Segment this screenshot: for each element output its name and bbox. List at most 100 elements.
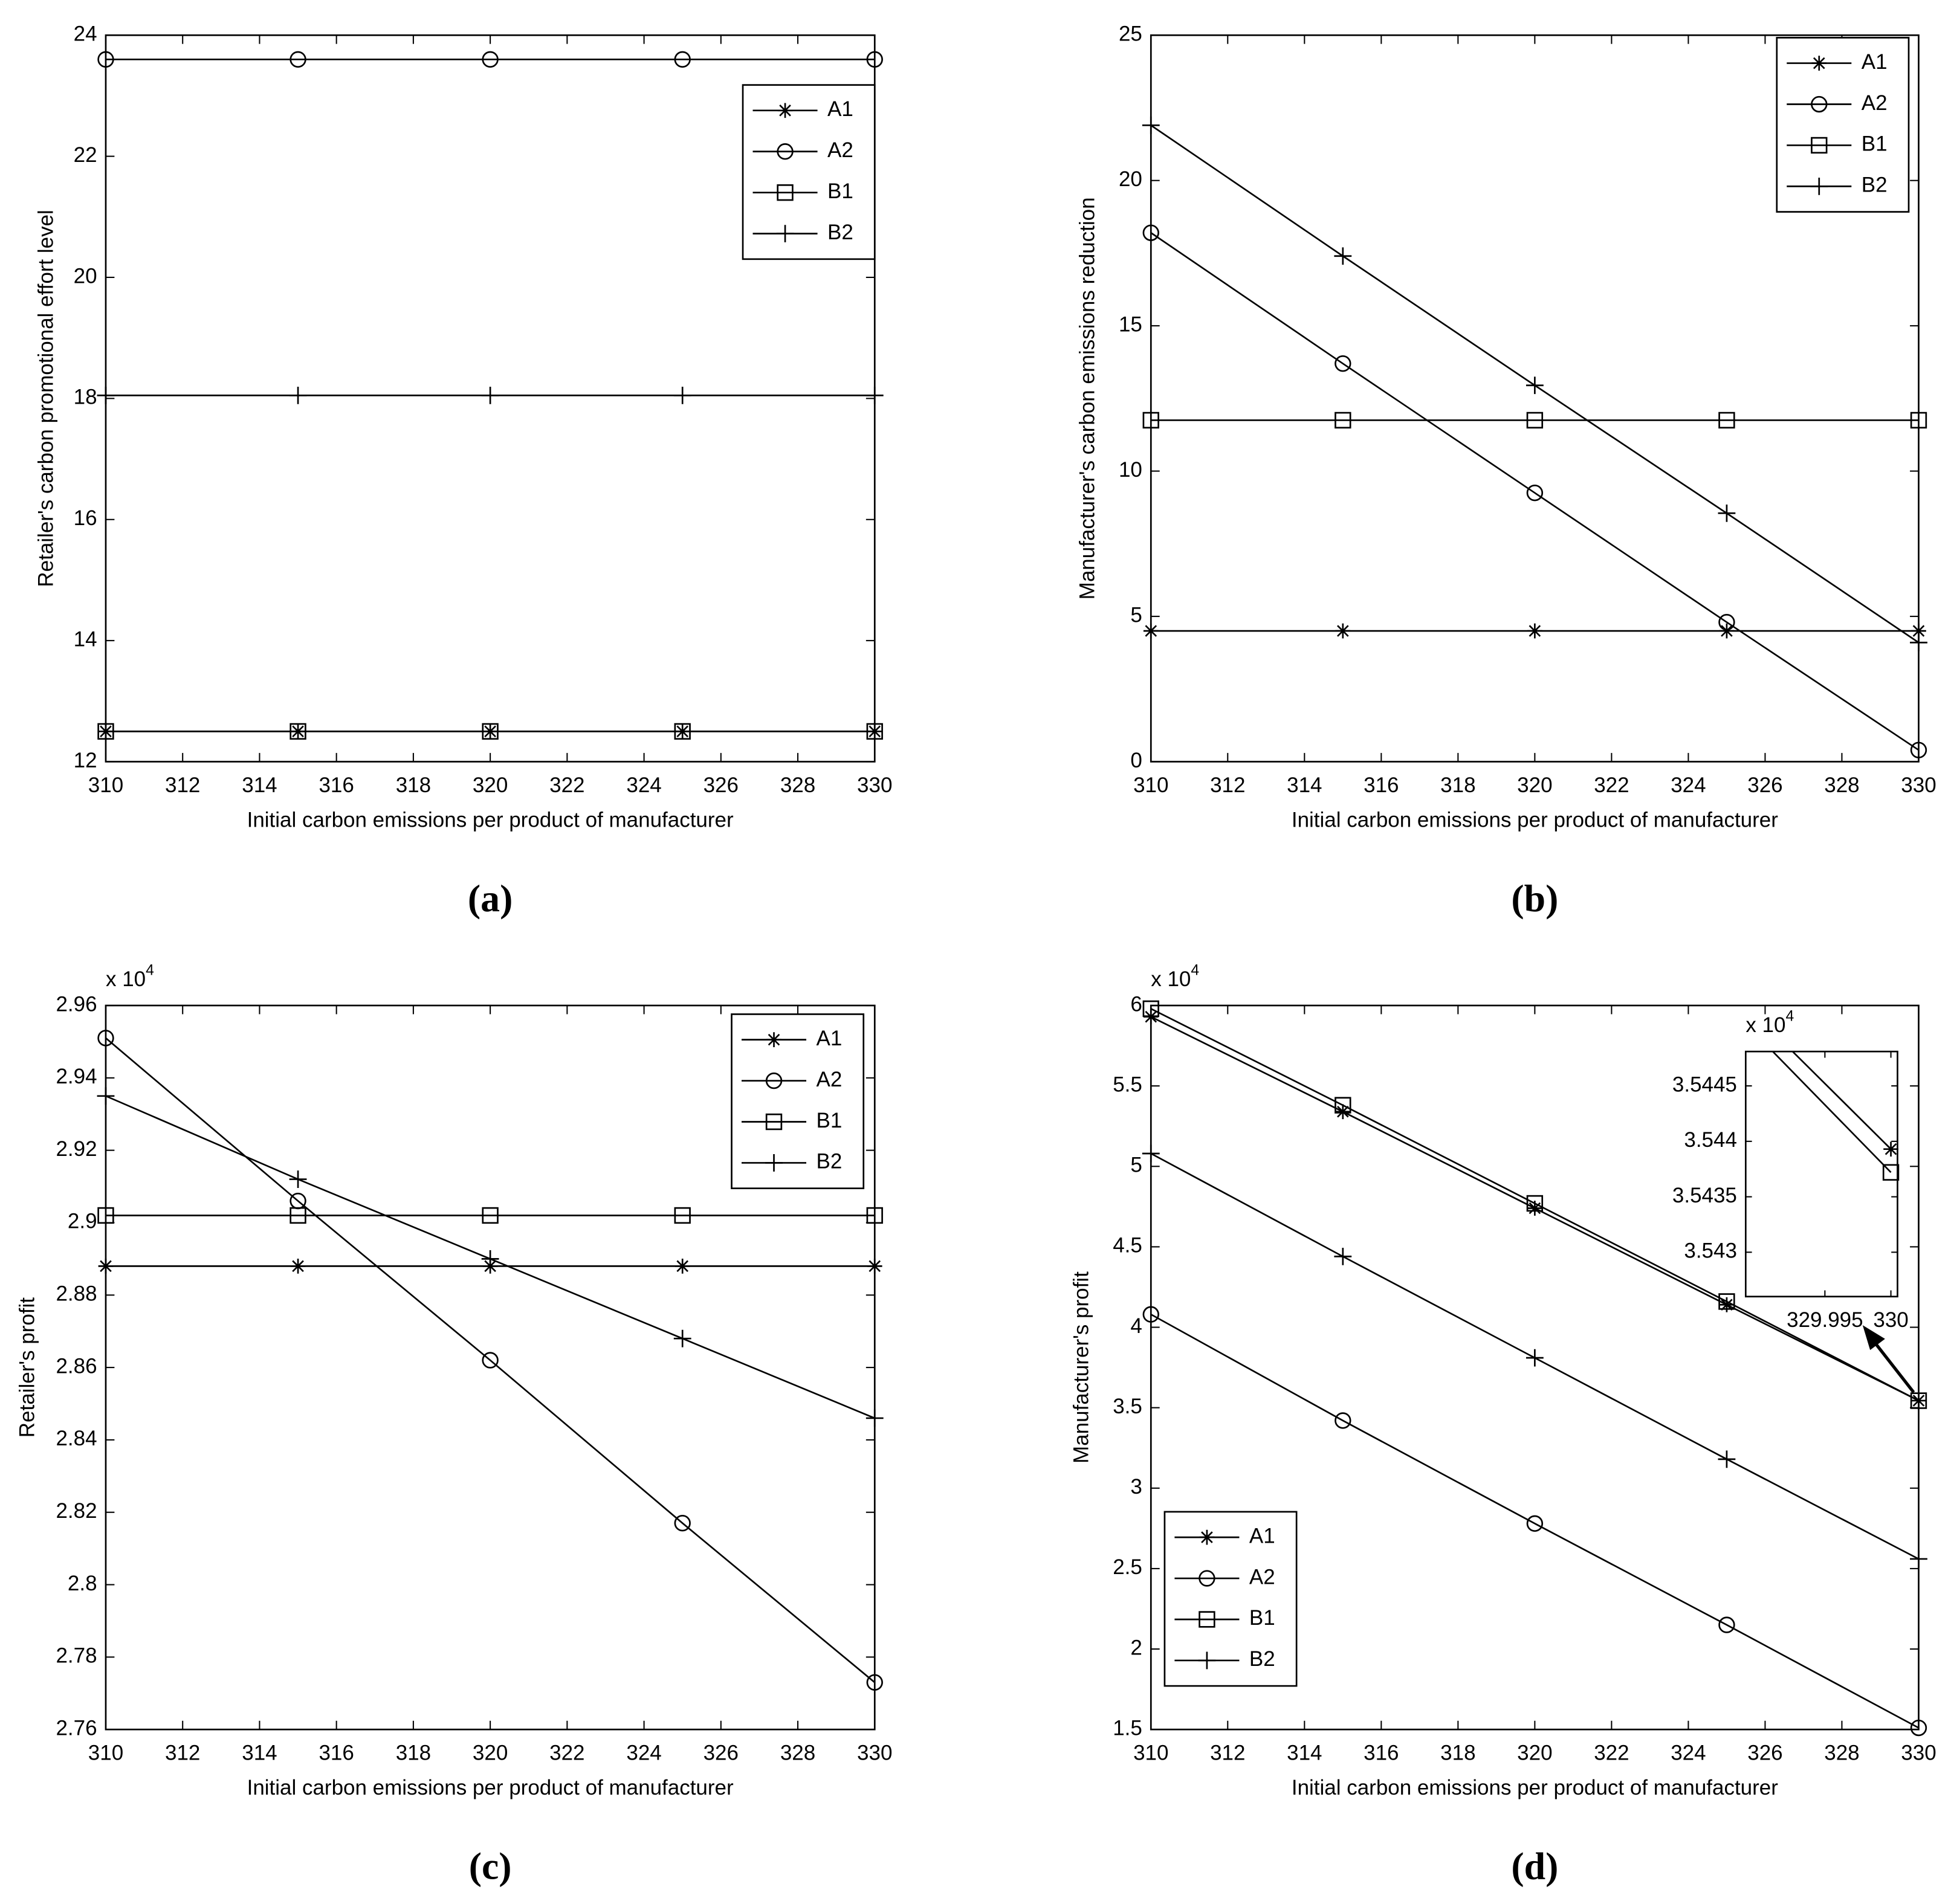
y-tick-label: 2.5 — [1113, 1555, 1142, 1579]
legend: A1 A2 B1 B2 — [742, 84, 876, 260]
legend-label: A2 — [1249, 1565, 1275, 1589]
y-tick-label: 3.5 — [1113, 1395, 1142, 1418]
point — [1334, 247, 1352, 265]
point — [674, 723, 691, 740]
legend-marker — [1811, 95, 1828, 113]
y-tick-label: 2.9 — [68, 1210, 97, 1233]
x-tick-label: 330 — [1873, 1308, 1908, 1332]
x-axis-label: Initial carbon emissions per product of … — [1292, 808, 1778, 832]
x-tick-label: 320 — [1517, 773, 1552, 797]
point — [1335, 1097, 1351, 1114]
x-tick-label: 320 — [1517, 1741, 1552, 1765]
point — [289, 1170, 307, 1188]
point — [1910, 633, 1927, 651]
point — [98, 1259, 114, 1274]
series-line — [1771, 1051, 1892, 1173]
x-tick-label: 316 — [319, 773, 354, 797]
x-tick-label: 316 — [1364, 773, 1399, 797]
y-offset-exponent: 4 — [1785, 1008, 1794, 1024]
legend-marker — [1199, 1570, 1215, 1587]
point — [1718, 1293, 1735, 1310]
point — [1142, 1144, 1160, 1163]
point — [1910, 741, 1927, 758]
legend-label: A1 — [1249, 1524, 1275, 1547]
x-tick-label: 330 — [857, 1741, 892, 1765]
point — [1142, 116, 1160, 134]
legend-label: A2 — [827, 138, 853, 162]
x-tick-label: 312 — [165, 773, 200, 797]
x-tick-label: 310 — [1133, 1741, 1168, 1765]
legend-marker — [777, 143, 794, 160]
y-tick-label: 2.88 — [56, 1282, 97, 1306]
point — [481, 1250, 499, 1268]
legend-label: A2 — [816, 1068, 842, 1091]
x-tick-label: 324 — [626, 1741, 661, 1765]
x-tick-label: 322 — [1594, 773, 1629, 797]
point — [482, 723, 499, 740]
legend-label: A1 — [1862, 50, 1888, 74]
point — [1718, 411, 1735, 429]
y-tick-label: 20 — [74, 264, 97, 288]
x-tick-label: 314 — [242, 1741, 277, 1765]
y-tick-label: 20 — [1119, 167, 1142, 191]
point — [1910, 1392, 1927, 1409]
y-tick-label: 3.543 — [1684, 1239, 1737, 1263]
x-tick-label: 328 — [780, 1741, 815, 1765]
x-tick-label: 328 — [780, 773, 815, 797]
x-tick-label: 320 — [473, 1741, 508, 1765]
y-tick-label: 3.544 — [1684, 1128, 1737, 1152]
series-line — [1791, 1051, 1892, 1150]
point — [866, 1674, 883, 1691]
x-tick-label: 322 — [549, 1741, 584, 1765]
y-tick-label: 6 — [1130, 992, 1142, 1016]
legend-marker — [1811, 56, 1827, 71]
point — [1526, 1515, 1544, 1532]
point — [1527, 1201, 1542, 1216]
series-line — [1151, 1314, 1919, 1729]
point — [1142, 411, 1159, 429]
inset-arrow — [1862, 1325, 1915, 1393]
point — [482, 1352, 499, 1369]
y-axis-label: Manufacturer's carbon emissions reductio… — [1076, 197, 1099, 599]
point — [482, 51, 499, 68]
y-tick-label: 2.76 — [56, 1716, 97, 1740]
x-tick-label: 322 — [1594, 1741, 1629, 1765]
x-tick-label: 314 — [1287, 1741, 1322, 1765]
arrow-head — [1862, 1325, 1885, 1351]
y-tick-label: 2.86 — [56, 1354, 97, 1378]
point — [1719, 623, 1735, 639]
x-tick-label: 310 — [88, 773, 123, 797]
point — [1335, 1412, 1351, 1429]
x-tick-label: 326 — [1747, 1741, 1782, 1765]
y-offset-text: x 104 — [1151, 962, 1199, 991]
caption: (d) — [1511, 1844, 1558, 1887]
legend-marker — [776, 225, 794, 243]
x-axis-label: Initial carbon emissions per product of … — [247, 1776, 734, 1799]
y-offset-base: x 10 — [1151, 967, 1191, 991]
point — [290, 723, 306, 740]
legend: A1 A2 B1 B2 — [731, 1013, 865, 1189]
arrow-shaft — [1872, 1340, 1915, 1393]
chart: 310 312 314 316 318 320 322 324 326 328 330 12 14 16 1… — [34, 22, 892, 920]
y-offset-text: x 104 — [106, 962, 154, 991]
legend-label: B2 — [827, 221, 853, 244]
legend: A1 A2 B1 B2 — [1163, 1511, 1298, 1687]
x-tick-label: 328 — [1824, 1741, 1859, 1765]
x-tick-label: 330 — [1901, 1741, 1936, 1765]
plot-area — [1744, 1050, 1898, 1298]
x-tick-label: 316 — [1364, 1741, 1399, 1765]
legend-marker — [777, 103, 793, 118]
point — [674, 51, 691, 68]
point — [867, 1259, 882, 1274]
x-tick-label: 324 — [1671, 1741, 1706, 1765]
point — [1719, 1297, 1735, 1312]
y-tick-label: 2.94 — [56, 1065, 97, 1088]
point — [1143, 623, 1159, 639]
point — [482, 1207, 499, 1224]
y-tick-label: 12 — [74, 749, 97, 772]
legend-label: B1 — [816, 1109, 842, 1132]
series-line — [105, 1037, 875, 1683]
point — [865, 386, 884, 404]
legend-label: B2 — [816, 1150, 842, 1173]
